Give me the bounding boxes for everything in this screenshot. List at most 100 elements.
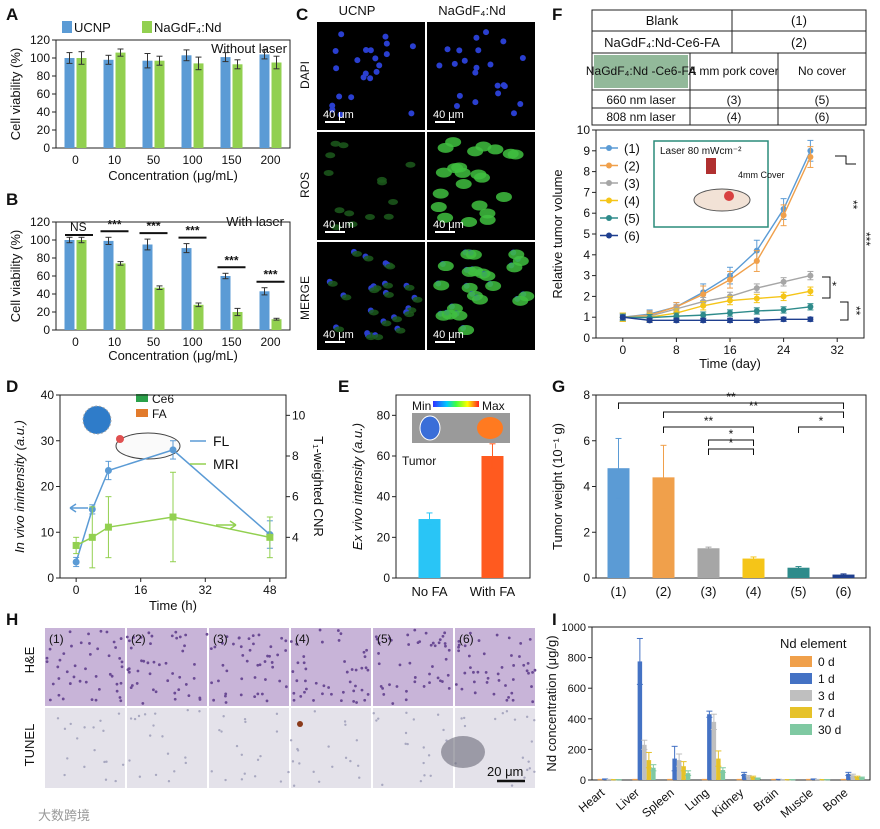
nucleus — [495, 90, 502, 97]
cell-nucleus — [317, 780, 321, 784]
data-point — [88, 533, 96, 541]
data-point — [700, 291, 707, 298]
ros-signal — [351, 250, 362, 257]
legend-marker — [606, 232, 612, 239]
cell-nucleus — [343, 720, 347, 723]
cell-nucleus — [350, 668, 354, 671]
significance-bracket — [663, 426, 754, 433]
bar-nagdfnd — [232, 64, 243, 148]
cell-nucleus — [280, 636, 284, 640]
x-tick-label: 100 — [182, 153, 202, 167]
cell-nucleus — [513, 718, 517, 721]
series-line — [622, 316, 811, 322]
ros-signal — [325, 152, 336, 159]
cell-nucleus — [151, 688, 155, 692]
bar-nagdfnd — [271, 319, 282, 330]
cell-nucleus — [184, 756, 187, 759]
table-header-cell — [594, 55, 688, 88]
significance-label: ** — [749, 399, 759, 413]
cell-nucleus — [117, 712, 121, 715]
ros-signal — [512, 295, 529, 306]
ce6-icon — [136, 394, 148, 402]
ros-signal — [344, 210, 355, 217]
ros-signal — [377, 179, 388, 186]
legend-label: (1) — [624, 141, 640, 156]
y2-tick-label: 10 — [292, 408, 306, 422]
table-cell: (1) — [791, 13, 807, 28]
cell-nucleus — [472, 670, 475, 674]
cell-nucleus — [276, 653, 280, 657]
cell-nucleus — [184, 761, 187, 765]
cell-nucleus — [119, 699, 123, 703]
cell-nucleus — [358, 776, 361, 779]
cell-nucleus — [527, 671, 530, 675]
ros-signal — [479, 214, 496, 225]
significance-bracket — [663, 411, 844, 418]
nucleus — [500, 38, 507, 45]
cell-nucleus — [84, 680, 88, 684]
cell-nucleus — [48, 698, 52, 702]
axis-arrow — [69, 503, 88, 513]
table-cell: NaGdF₄:Nd-Ce6-FA — [604, 35, 720, 50]
cell-nucleus — [339, 699, 343, 703]
bar — [481, 456, 504, 578]
cell-nucleus — [444, 657, 448, 661]
nucleus — [461, 57, 468, 64]
data-point — [753, 258, 760, 265]
cell-nucleus — [57, 693, 61, 697]
data-point — [72, 541, 80, 549]
data-point — [753, 317, 760, 324]
y-axis-label: Relative tumor volume — [550, 169, 565, 298]
cell-nucleus — [289, 739, 293, 742]
tumor-with-fa — [477, 417, 503, 439]
cell-nucleus — [457, 639, 461, 643]
nucleus — [376, 62, 383, 69]
x-tick-label: (5) — [791, 584, 807, 599]
cell-nucleus — [511, 698, 515, 702]
cell-nucleus — [105, 630, 109, 634]
cell-nucleus — [352, 689, 356, 693]
nucleus — [473, 34, 480, 41]
cell-nucleus — [222, 715, 225, 718]
x-tick-label: 10 — [108, 153, 122, 167]
x-tick-label: 0 — [72, 335, 79, 349]
data-point — [807, 154, 814, 161]
cell-nucleus — [312, 770, 315, 774]
x-tick-label: 24 — [777, 343, 791, 357]
scale-label: 40 μm — [433, 219, 464, 231]
cell-nucleus — [320, 640, 324, 644]
cell-nucleus — [447, 686, 451, 690]
bar-ucnp — [142, 60, 153, 149]
histology-col-label: (1) — [49, 632, 64, 646]
cell-nucleus — [251, 634, 255, 638]
data-point — [780, 212, 787, 219]
legend-label: 0 d — [818, 655, 835, 669]
cell-nucleus — [157, 663, 161, 667]
x-tick-label: (1) — [611, 584, 627, 599]
bar-ucnp — [64, 58, 75, 148]
ros-signal — [369, 287, 380, 294]
cell-nucleus — [142, 659, 146, 663]
cell-nucleus — [213, 645, 217, 649]
cell-nucleus — [296, 661, 300, 665]
panel-c-row-merge: MERGE — [298, 276, 312, 320]
cell-nucleus — [530, 740, 534, 743]
cell-nucleus — [419, 779, 423, 783]
cell-nucleus — [217, 679, 220, 683]
y-tick-label: 5 — [583, 227, 590, 241]
legend-swatch — [790, 724, 812, 735]
x-tick-label: Spleen — [639, 786, 677, 821]
data-point — [780, 316, 787, 323]
bar-nagdfnd — [232, 312, 243, 330]
x-tick-label: 48 — [263, 583, 277, 597]
cell-nucleus — [500, 666, 504, 669]
cell-nucleus — [431, 641, 435, 645]
x-tick-label: (2) — [656, 584, 672, 599]
cell-nucleus — [284, 685, 288, 689]
ros-signal — [485, 281, 502, 292]
ros-signal — [495, 191, 512, 202]
tumor-no-fa — [419, 415, 441, 441]
cell-nucleus — [510, 654, 513, 657]
panel-c-row-ros: ROS — [298, 172, 312, 198]
cell-nucleus — [287, 770, 290, 774]
